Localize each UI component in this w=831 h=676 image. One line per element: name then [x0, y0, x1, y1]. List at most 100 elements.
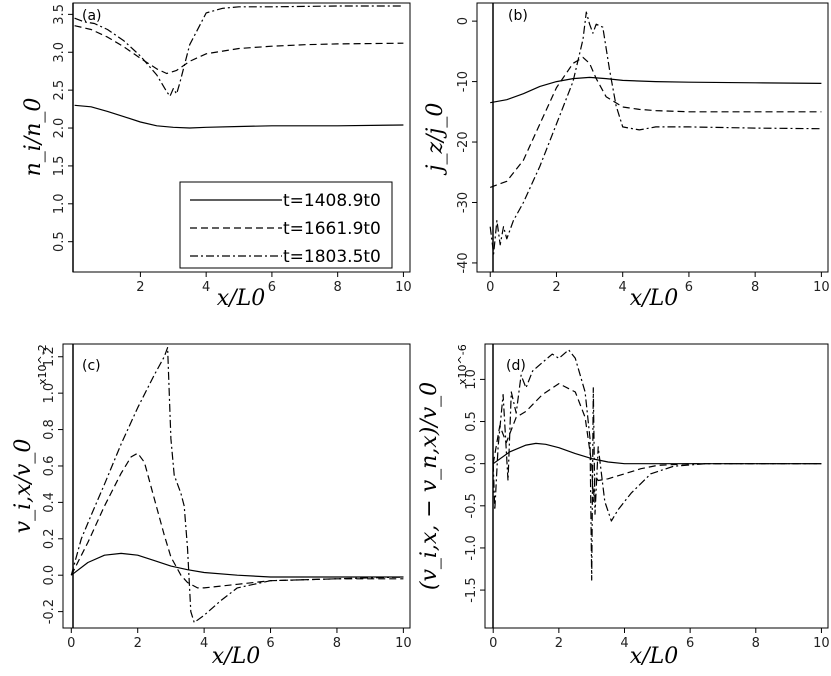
multiplier-d: x10^-6: [456, 344, 469, 385]
plot-frame-d: [484, 343, 829, 629]
x-ticks-c: 0 2 4 6 8 10: [67, 628, 412, 651]
x-tick-label: 4: [200, 636, 208, 651]
y-tick-label: 0.5: [52, 231, 67, 252]
panel-b: (b) 0 -10 -20 -30 -40 0 2 4 6 8 10 x/L0 j_z/j_0: [423, 2, 830, 311]
panel-label-b: (b): [508, 8, 528, 24]
series-group-c: [70, 347, 404, 624]
x-tick-label: 6: [686, 636, 694, 651]
series-line-d-solid: [492, 442, 822, 465]
y-tick-label: 0.0: [464, 453, 479, 474]
panel-label-c: (c): [82, 358, 101, 374]
y-tick-label: -30: [456, 192, 471, 213]
series-line-b-dashdot: [489, 11, 822, 255]
legend: t=1408.9t0 t=1661.9t0 t=1803.5t0: [179, 181, 393, 269]
series-line-a-dashdot: [74, 5, 404, 97]
y-ticks-a: 0.5 1.0 1.5 2.0 2.5 3.0 3.5: [52, 4, 73, 252]
y-tick-label: 1.2: [42, 346, 57, 367]
y-tick-label: 1.0: [42, 383, 57, 404]
y-axis-label-d: (v_i,x, − v_n,x)/v_0: [417, 382, 442, 590]
y-tick-label: 0.4: [42, 492, 57, 513]
y-tick-label: 0.5: [464, 411, 479, 432]
y-tick-label: 1.5: [52, 156, 67, 177]
x-tick-label: 8: [333, 636, 341, 651]
y-tick-label: -0.2: [42, 599, 57, 624]
x-tick-label: 8: [752, 636, 760, 651]
series-line-c-dashdot: [70, 347, 404, 624]
x-tick-label: 2: [552, 280, 560, 295]
x-tick-label: 8: [751, 280, 759, 295]
x-tick-label: 2: [555, 636, 563, 651]
y-ticks-d: -1.5 -1.0 -0.5 0.0 0.5 1.0: [464, 369, 485, 603]
y-tick-label: -1.0: [464, 535, 479, 560]
x-tick-label: 0: [486, 280, 494, 295]
series-group-d: [492, 349, 822, 581]
x-tick-label: 10: [395, 636, 412, 651]
y-axis-label-b: j_z/j_0: [423, 103, 448, 177]
y-tick-label: 3.0: [52, 42, 67, 63]
x-ticks-d: 0 2 4 6 8 10: [489, 628, 830, 651]
series-group-a: [74, 5, 404, 129]
x-tick-label: 4: [202, 280, 210, 295]
y-tick-label: -0.5: [464, 493, 479, 518]
legend-entry-1: t=1408.9t0: [283, 191, 381, 211]
legend-entry-2: t=1661.9t0: [283, 219, 381, 239]
y-axis-label-c: v_i,x/v_0: [11, 439, 36, 534]
series-line-b-dashed: [489, 56, 822, 188]
x-tick-label: 0: [489, 636, 497, 651]
series-line-b-solid: [490, 76, 822, 104]
y-tick-label: 2.5: [52, 80, 67, 101]
y-ticks-c: -0.2 0.0 0.2 0.4 0.6 0.8 1.0 1.2: [42, 346, 63, 624]
y-tick-label: 0: [456, 17, 471, 25]
legend-entry-3: t=1803.5t0: [283, 247, 381, 267]
panel-c: (c) x10^-2 -0.2 0.0 0.2 0.4 0.6 0.8 1.0 1.2 0 2 4…: [11, 343, 412, 669]
panel-d: (d) x10^-6 -1.5 -1.0 -0.5 0.0 0.5 1.0 0 2 4 6 8 10…: [417, 343, 830, 669]
y-tick-label: 1.0: [464, 369, 479, 390]
x-tick-label: 6: [266, 636, 274, 651]
y-tick-label: 0.6: [42, 456, 57, 477]
y-ticks-b: 0 -10 -20 -30 -40: [456, 17, 477, 274]
series-line-a-solid: [74, 104, 404, 129]
y-tick-label: 0.2: [42, 528, 57, 549]
y-tick-label: 3.5: [52, 4, 67, 25]
x-tick-label: 4: [620, 636, 628, 651]
x-tick-label: 10: [395, 280, 412, 295]
panel-a: (a) 0.5 1.0 1.5 2.0 2.5 3.0 3.5 2 4 6 8 10 t=1408.…: [21, 2, 412, 311]
panel-label-d: (d): [506, 358, 526, 374]
y-axis-label-a: n_i/n_0: [21, 98, 46, 177]
x-tick-label: 2: [136, 280, 144, 295]
y-tick-label: 1.0: [52, 193, 67, 214]
legend-box: [179, 181, 393, 269]
y-tick-label: -10: [456, 71, 471, 92]
x-ticks-a: 2 4 6 8 10: [136, 272, 412, 295]
panel-label-a: (a): [82, 8, 102, 24]
x-axis-label-d: x/L0: [630, 644, 678, 669]
y-tick-label: -40: [456, 252, 471, 273]
series-group-b: [489, 11, 822, 255]
y-tick-label: 0.8: [42, 419, 57, 440]
x-tick-label: 8: [334, 280, 342, 295]
x-tick-label: 10: [813, 280, 830, 295]
y-tick-label: 0.0: [42, 565, 57, 586]
x-axis-label-a: x/L0: [217, 286, 265, 311]
series-line-a-dashed: [74, 25, 404, 75]
x-axis-label-c: x/L0: [212, 644, 260, 669]
x-tick-label: 10: [813, 636, 830, 651]
series-line-d-dashed: [492, 383, 822, 503]
x-ticks-b: 0 2 4 6 8 10: [486, 272, 830, 295]
x-tick-label: 0: [67, 636, 75, 651]
y-tick-label: -20: [456, 131, 471, 152]
x-tick-label: 6: [685, 280, 693, 295]
multiplier-c: x10^-2: [36, 344, 49, 385]
series-line-c-solid: [70, 552, 404, 578]
x-tick-label: 4: [619, 280, 627, 295]
series-line-c-dashed: [70, 452, 404, 589]
y-tick-label: -1.5: [464, 577, 479, 602]
x-axis-label-b: x/L0: [630, 286, 678, 311]
x-tick-label: 2: [134, 636, 142, 651]
plot-frame-b: [476, 2, 829, 273]
x-tick-label: 6: [268, 280, 276, 295]
y-tick-label: 2.0: [52, 118, 67, 139]
plot-frame-c: [62, 343, 411, 629]
series-line-d-dashdot: [492, 349, 822, 581]
